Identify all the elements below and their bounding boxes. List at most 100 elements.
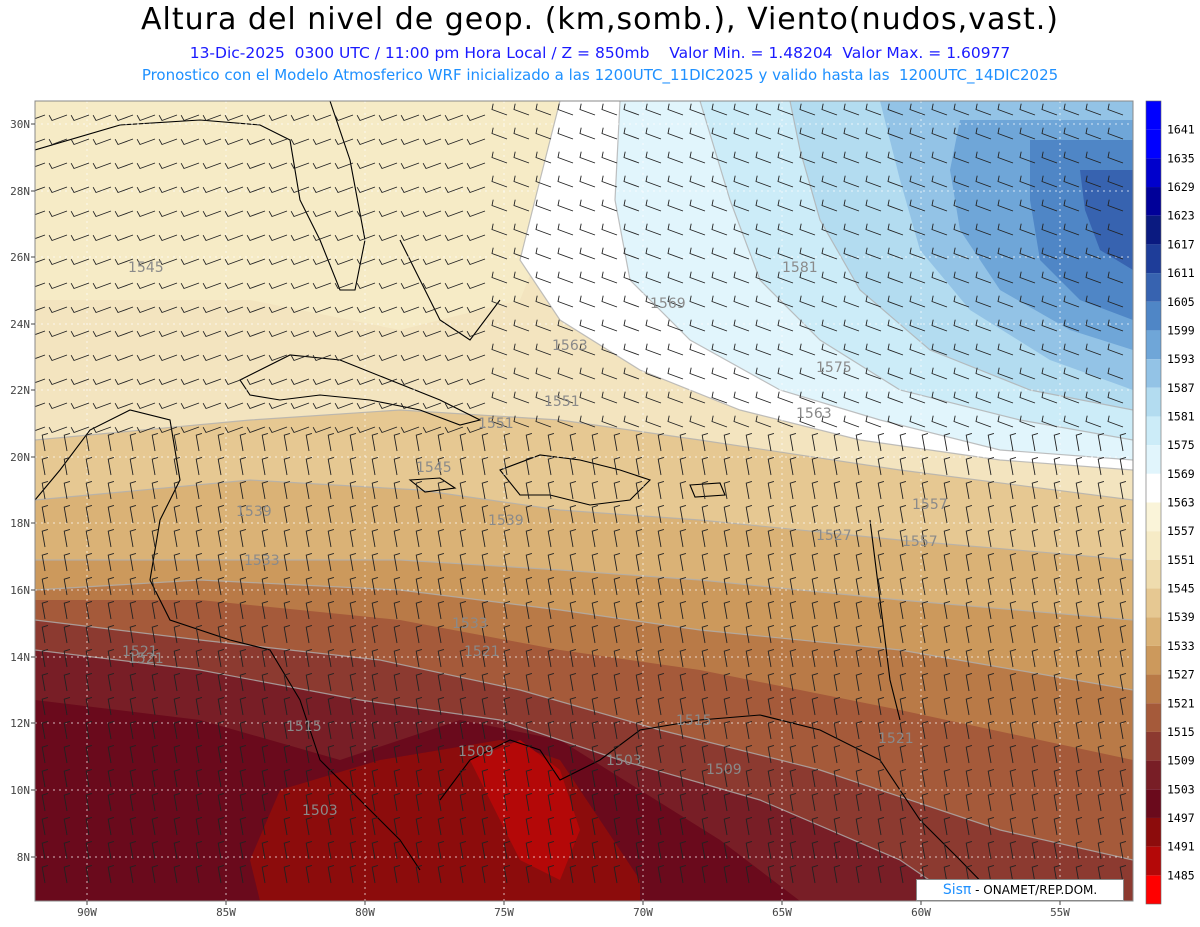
wind-barb (107, 744, 115, 764)
wind-barb (202, 258, 222, 266)
wind-barb (569, 720, 577, 740)
wind-barb (1097, 600, 1105, 620)
colorbar-segment (1146, 789, 1161, 818)
wind-barb (1009, 720, 1017, 740)
contour-labels: 1545156915811563157515571551156315451551… (122, 260, 948, 819)
wind-barb (689, 391, 706, 404)
wind-barb (833, 456, 841, 476)
wind-barb (444, 258, 464, 266)
wind-barb (645, 199, 662, 212)
wind-barb (623, 199, 640, 212)
wind-barb (1119, 648, 1127, 668)
wind-barb (601, 295, 618, 308)
wind-barb (975, 247, 992, 260)
wind-barb (535, 415, 552, 428)
wind-barb (136, 282, 156, 290)
colorbar-segment (1146, 674, 1161, 704)
wind-barb (899, 648, 907, 668)
wind-barb (1075, 648, 1083, 668)
wind-barb (1119, 528, 1127, 548)
wind-barb (393, 696, 401, 716)
wind-barb (1031, 864, 1039, 884)
wind-barb (821, 271, 838, 284)
wind-barb (767, 720, 775, 740)
wind-barb (777, 223, 794, 236)
wind-barb (667, 343, 684, 356)
wind-barb (711, 271, 728, 284)
wind-barb (1019, 367, 1036, 380)
wind-barb (1119, 552, 1127, 572)
wind-barb (444, 378, 464, 386)
wind-barb (865, 415, 882, 428)
wind-barb (35, 282, 46, 288)
wind-barb (833, 864, 841, 884)
wind-barb (371, 672, 379, 692)
wind-barb (1085, 319, 1102, 332)
wind-barb (466, 258, 486, 266)
wind-barb (613, 816, 621, 836)
wind-barb (965, 504, 973, 524)
wind-barb (173, 432, 181, 452)
wind-barb (107, 600, 115, 620)
wind-barb (701, 720, 709, 740)
wind-barb (415, 792, 423, 812)
wind-barb (1063, 271, 1080, 284)
wind-barb (877, 624, 885, 644)
wind-barb (997, 391, 1014, 404)
wind-barb (415, 480, 423, 500)
wind-barb (393, 456, 401, 476)
wind-barb (899, 792, 907, 812)
wind-barb (1119, 720, 1127, 740)
wind-barb (393, 720, 401, 740)
wind-barb (811, 504, 819, 524)
wind-barb (965, 576, 973, 596)
wind-barb (701, 696, 709, 716)
wind-barb (645, 175, 662, 188)
wind-barb (723, 792, 731, 812)
wind-barb (1031, 576, 1039, 596)
wind-barb (334, 330, 354, 338)
wind-barb (459, 672, 467, 692)
wind-barb (1009, 864, 1017, 884)
wind-barb (547, 720, 555, 740)
wind-barb (224, 354, 244, 362)
wind-barb (217, 792, 225, 812)
wind-barb (965, 792, 973, 812)
wind-barb (400, 330, 420, 338)
wind-barb (535, 175, 552, 188)
wind-barb (997, 415, 1014, 428)
wind-barb (701, 552, 709, 572)
wind-barb (283, 792, 291, 812)
wind-barb (865, 223, 882, 236)
wind-barb (997, 319, 1014, 332)
wind-barb (789, 864, 797, 884)
wind-barb (579, 415, 596, 428)
wind-barb (767, 696, 775, 716)
wind-barb (855, 720, 863, 740)
wind-barb (1031, 432, 1039, 452)
wind-barb (202, 162, 222, 170)
wind-barb (657, 480, 665, 500)
wind-barb (85, 768, 93, 788)
wind-barb (290, 354, 310, 362)
wind-barb (1019, 415, 1036, 428)
wind-barb (422, 282, 442, 290)
wind-barb (921, 552, 929, 572)
wind-barb (569, 552, 577, 572)
wind-barb (173, 480, 181, 500)
wind-barb (107, 624, 115, 644)
wind-barb (887, 247, 904, 260)
wind-barb (657, 552, 665, 572)
wind-barb (1075, 744, 1083, 764)
contour-label: 1527 (816, 528, 852, 544)
wind-barb (921, 432, 929, 452)
wind-barb (843, 199, 860, 212)
wind-barb (745, 528, 753, 548)
wind-barb (92, 306, 112, 314)
wind-barb (525, 816, 533, 836)
wind-barb (987, 432, 995, 452)
wind-barb (356, 138, 376, 146)
wind-barb (909, 271, 926, 284)
wind-barb (931, 319, 948, 332)
wind-barb (1053, 744, 1061, 764)
